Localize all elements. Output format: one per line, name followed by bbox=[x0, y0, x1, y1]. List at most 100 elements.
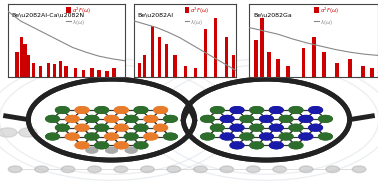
Bar bbox=[143, 55, 146, 77]
Circle shape bbox=[19, 128, 38, 137]
Bar bbox=[32, 63, 35, 77]
Circle shape bbox=[211, 107, 224, 113]
Circle shape bbox=[220, 166, 234, 173]
Circle shape bbox=[65, 133, 79, 140]
Circle shape bbox=[230, 142, 244, 149]
Circle shape bbox=[154, 124, 167, 131]
Circle shape bbox=[270, 124, 283, 131]
Circle shape bbox=[211, 124, 224, 131]
Circle shape bbox=[250, 142, 263, 149]
Circle shape bbox=[289, 107, 303, 113]
Circle shape bbox=[46, 116, 59, 122]
Bar bbox=[276, 59, 280, 77]
Bar bbox=[151, 26, 154, 77]
Circle shape bbox=[85, 116, 99, 122]
Circle shape bbox=[279, 116, 293, 122]
Bar bbox=[82, 70, 85, 77]
Circle shape bbox=[106, 147, 117, 153]
Circle shape bbox=[123, 128, 142, 137]
Circle shape bbox=[115, 124, 128, 131]
Circle shape bbox=[309, 124, 322, 131]
Circle shape bbox=[95, 142, 108, 149]
Circle shape bbox=[102, 128, 121, 137]
Circle shape bbox=[56, 107, 69, 113]
Circle shape bbox=[164, 133, 177, 140]
Circle shape bbox=[124, 133, 138, 140]
Circle shape bbox=[105, 116, 118, 122]
Circle shape bbox=[134, 124, 148, 131]
Circle shape bbox=[270, 142, 283, 149]
Circle shape bbox=[61, 166, 75, 173]
Circle shape bbox=[299, 116, 313, 122]
Circle shape bbox=[270, 107, 283, 113]
Circle shape bbox=[230, 107, 244, 113]
Circle shape bbox=[240, 116, 254, 122]
Circle shape bbox=[85, 133, 99, 140]
Circle shape bbox=[124, 133, 138, 140]
Circle shape bbox=[299, 166, 313, 173]
Circle shape bbox=[211, 124, 224, 131]
Circle shape bbox=[65, 133, 79, 140]
Circle shape bbox=[144, 128, 163, 137]
Circle shape bbox=[81, 128, 100, 137]
Bar bbox=[165, 44, 168, 77]
Circle shape bbox=[144, 133, 158, 140]
FancyBboxPatch shape bbox=[185, 7, 189, 13]
Circle shape bbox=[56, 124, 69, 131]
Circle shape bbox=[105, 133, 118, 140]
Bar bbox=[267, 52, 271, 77]
Circle shape bbox=[189, 82, 344, 157]
Circle shape bbox=[201, 133, 214, 140]
Circle shape bbox=[95, 124, 108, 131]
Bar bbox=[15, 52, 19, 77]
Text: $\alpha^2F(\omega)$: $\alpha^2F(\omega)$ bbox=[190, 6, 210, 16]
Circle shape bbox=[319, 133, 332, 140]
Circle shape bbox=[201, 116, 214, 122]
Circle shape bbox=[164, 116, 177, 122]
Bar bbox=[286, 66, 290, 77]
Circle shape bbox=[56, 107, 69, 113]
Circle shape bbox=[250, 124, 263, 131]
Circle shape bbox=[124, 116, 138, 122]
Circle shape bbox=[273, 166, 287, 173]
Bar bbox=[361, 66, 364, 77]
Circle shape bbox=[105, 133, 118, 140]
Circle shape bbox=[230, 124, 244, 131]
Bar bbox=[39, 66, 42, 77]
Bar bbox=[105, 71, 109, 77]
Circle shape bbox=[230, 107, 244, 113]
Circle shape bbox=[134, 107, 148, 113]
Circle shape bbox=[105, 116, 118, 122]
FancyBboxPatch shape bbox=[66, 7, 71, 13]
Bar bbox=[254, 40, 258, 77]
Circle shape bbox=[46, 133, 59, 140]
FancyBboxPatch shape bbox=[314, 7, 319, 13]
Circle shape bbox=[124, 116, 138, 122]
Bar bbox=[20, 37, 23, 77]
Circle shape bbox=[326, 166, 339, 173]
Text: $\alpha^2F(\omega)$: $\alpha^2F(\omega)$ bbox=[320, 6, 339, 16]
Circle shape bbox=[144, 116, 158, 122]
Circle shape bbox=[125, 147, 137, 153]
Bar bbox=[225, 37, 228, 77]
Circle shape bbox=[60, 128, 79, 137]
Bar bbox=[23, 44, 27, 77]
Circle shape bbox=[75, 107, 89, 113]
Circle shape bbox=[289, 142, 303, 149]
Circle shape bbox=[260, 133, 273, 140]
Circle shape bbox=[279, 133, 293, 140]
Circle shape bbox=[154, 124, 167, 131]
Circle shape bbox=[95, 107, 108, 113]
Circle shape bbox=[289, 124, 303, 131]
Bar bbox=[302, 48, 305, 77]
Circle shape bbox=[8, 166, 22, 173]
Bar bbox=[64, 66, 68, 77]
Circle shape bbox=[260, 116, 273, 122]
Text: $\lambda(\omega)$: $\lambda(\omega)$ bbox=[320, 18, 333, 27]
Circle shape bbox=[211, 107, 224, 113]
Circle shape bbox=[85, 133, 99, 140]
Circle shape bbox=[106, 147, 117, 153]
Circle shape bbox=[86, 147, 98, 153]
Circle shape bbox=[115, 107, 128, 113]
Circle shape bbox=[88, 166, 101, 173]
